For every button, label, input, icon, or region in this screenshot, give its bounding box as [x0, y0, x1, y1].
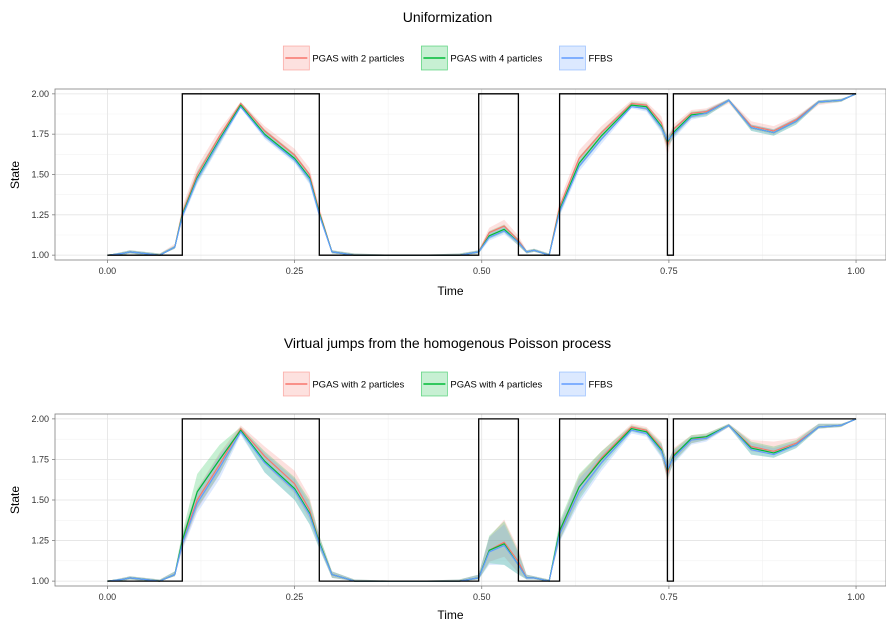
y-tick-label: 1.75 — [31, 454, 49, 464]
y-axis-title: State — [8, 161, 22, 189]
y-tick-label: 2.00 — [31, 414, 49, 424]
y-tick-label: 1.50 — [31, 170, 49, 180]
legend-label: FFBS — [588, 54, 612, 65]
y-axis-title: State — [8, 486, 22, 514]
x-axis-title: Time — [437, 284, 464, 298]
legend-label: PGAS with 2 particles — [312, 380, 404, 391]
chart-title: Uniformization — [403, 9, 492, 25]
y-tick-label: 1.25 — [31, 536, 49, 546]
legend: PGAS with 2 particles PGAS with 4 particl… — [282, 371, 613, 397]
y-tick-label: 1.50 — [31, 495, 49, 505]
series-line — [107, 418, 857, 582]
x-tick-label: 1.00 — [847, 266, 865, 276]
true-state-line — [107, 93, 857, 256]
series-band — [107, 418, 857, 582]
x-tick-label: 0.25 — [286, 592, 304, 602]
x-tick-label: 0.75 — [660, 592, 678, 602]
legend-label: PGAS with 4 particles — [450, 54, 542, 65]
y-tick-label: 2.00 — [31, 89, 49, 99]
y-tick-label: 1.75 — [31, 129, 49, 139]
x-tick-label: 0.00 — [99, 592, 117, 602]
series-line — [107, 93, 857, 256]
x-tick-label: 1.00 — [847, 592, 865, 602]
series-band — [107, 93, 857, 256]
x-tick-label: 0.50 — [473, 592, 491, 602]
chart-title: Virtual jumps from the homogenous Poisso… — [284, 335, 611, 351]
series-band — [107, 93, 857, 256]
x-tick-label: 0.25 — [286, 266, 304, 276]
y-tick-label: 1.00 — [31, 576, 49, 586]
legend-label: PGAS with 2 particles — [312, 54, 404, 65]
legend: PGAS with 2 particles PGAS with 4 particl… — [282, 45, 613, 71]
y-tick-label: 1.25 — [31, 210, 49, 220]
x-tick-label: 0.00 — [99, 266, 117, 276]
true-state-line — [107, 418, 857, 582]
x-tick-label: 0.50 — [473, 266, 491, 276]
legend-label: PGAS with 4 particles — [450, 380, 542, 391]
series-band — [107, 418, 857, 582]
x-axis-title: Time — [437, 608, 464, 622]
y-tick-label: 1.00 — [31, 250, 49, 260]
legend-label: FFBS — [588, 380, 612, 391]
chart-panel-2: Virtual jumps from the homogenous Poisso… — [8, 335, 886, 622]
series-line — [107, 93, 857, 256]
x-tick-label: 0.75 — [660, 266, 678, 276]
